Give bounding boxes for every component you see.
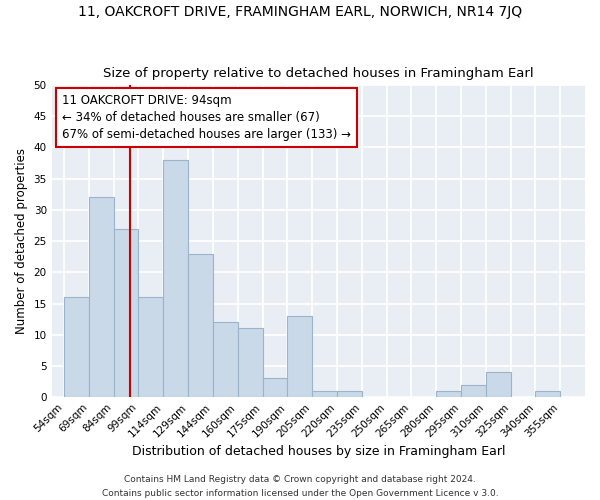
Bar [486,372,511,397]
Bar [139,298,163,397]
Bar [188,254,213,397]
Bar [263,378,287,397]
Text: 11 OAKCROFT DRIVE: 94sqm
← 34% of detached houses are smaller (67)
67% of semi-d: 11 OAKCROFT DRIVE: 94sqm ← 34% of detach… [62,94,352,141]
X-axis label: Distribution of detached houses by size in Framingham Earl: Distribution of detached houses by size … [131,444,505,458]
Bar [461,384,486,397]
Bar [113,228,139,397]
Bar [89,198,113,397]
Bar [436,391,461,397]
Bar [337,391,362,397]
Bar [238,328,263,397]
Bar [64,298,89,397]
Bar [213,322,238,397]
Text: Contains HM Land Registry data © Crown copyright and database right 2024.
Contai: Contains HM Land Registry data © Crown c… [101,476,499,498]
Y-axis label: Number of detached properties: Number of detached properties [15,148,28,334]
Text: 11, OAKCROFT DRIVE, FRAMINGHAM EARL, NORWICH, NR14 7JQ: 11, OAKCROFT DRIVE, FRAMINGHAM EARL, NOR… [78,5,522,19]
Bar [163,160,188,397]
Title: Size of property relative to detached houses in Framingham Earl: Size of property relative to detached ho… [103,66,533,80]
Bar [312,391,337,397]
Bar [287,316,312,397]
Bar [535,391,560,397]
